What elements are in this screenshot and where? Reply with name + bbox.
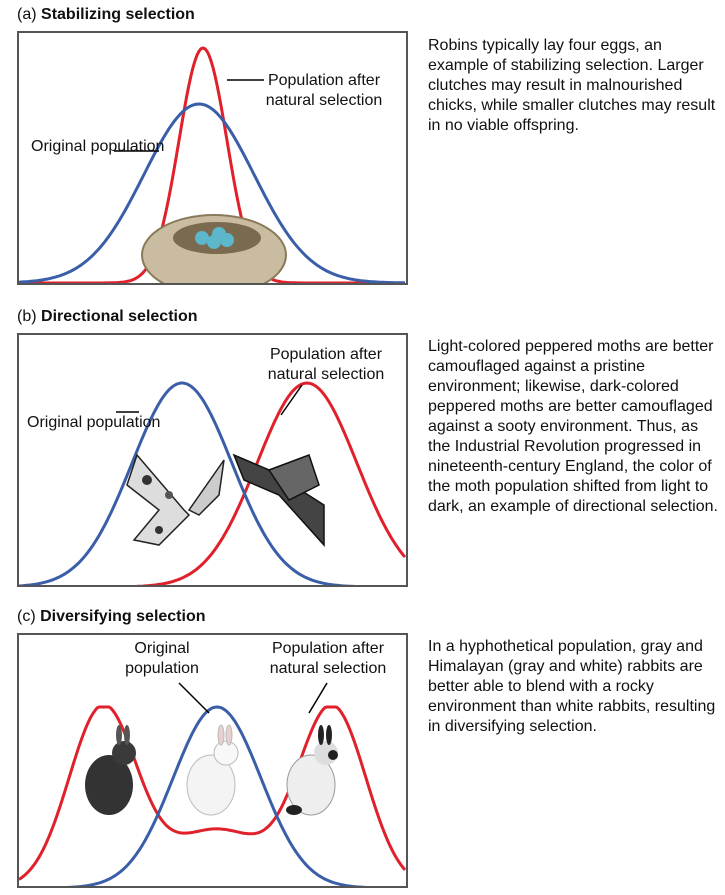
after-leader-line [280,384,303,416]
original-population-curve [64,705,370,886]
panel-c-description: In a hyphothetical population, gray and … [428,638,716,735]
after-leader-line [308,682,328,714]
panel-a-title: (a) Stabilizing selection [17,6,195,24]
original-population-label: Original population [27,414,161,431]
panel-letter: (c) [17,608,36,625]
stabilizing-selection-graph: Original population Population after nat… [17,31,408,285]
panel-b-title: (b) Directional selection [17,308,198,326]
original-population-curve [19,102,405,283]
himalayan-rabbit-illustration [286,725,338,816]
original-population-curve [19,381,356,585]
panel-a-description: Robins typically lay four eggs, an examp… [428,37,716,134]
gray-rabbit-illustration [85,725,136,815]
after-selection-label: Population after natural selection [269,640,387,677]
curves [19,46,405,283]
panel-title-text: Directional selection [41,308,198,325]
light-moth-illustration [126,453,225,546]
curves [19,381,406,585]
panel-title-text: Stabilizing selection [41,6,195,23]
after-selection-curve [19,46,405,283]
white-rabbit-illustration [186,724,239,816]
after-selection-label: Population after natural selection [267,346,385,383]
panel-letter: (b) [17,308,37,325]
panel-b-description: Light-colored peppered moths are better … [428,338,718,515]
diversifying-selection-graph: Original population Population after nat… [17,633,408,888]
original-population-label: Original population [31,138,165,155]
after-selection-curve [132,381,406,585]
original-leader-line [178,682,210,714]
panel-c-title: (c) Diversifying selection [17,608,206,626]
panel-letter: (a) [17,6,37,23]
original-population-label: Original population [125,640,199,677]
dark-moth-illustration [232,453,325,547]
after-selection-curve [19,705,406,881]
curves [19,682,406,886]
after-selection-label: Population after natural selection [265,72,383,109]
panel-title-text: Diversifying selection [40,608,206,625]
nest-illustration [141,214,287,283]
directional-selection-graph: Original population Population after nat… [17,333,408,587]
